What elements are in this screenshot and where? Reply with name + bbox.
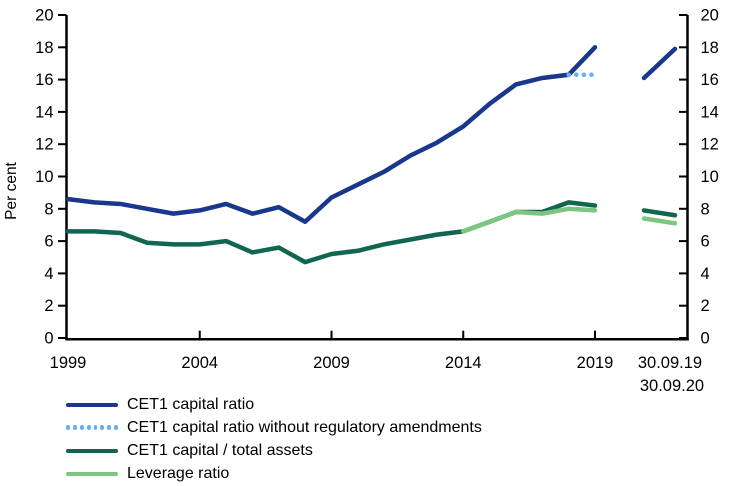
- y-tick-label-right: 0: [701, 330, 710, 348]
- y-tick-label-left: 20: [35, 7, 53, 25]
- y-tick-label-left: 2: [44, 297, 53, 315]
- y-ticks: [58, 14, 688, 339]
- legend-swatch: [66, 448, 118, 453]
- y-tick-label-left: 4: [44, 265, 53, 283]
- x-tick-label: 2009: [313, 354, 350, 372]
- legend-item-label: CET1 capital ratio: [127, 395, 255, 413]
- series-extra-segment-2: [641, 208, 678, 218]
- legend-item-label: CET1 capital ratio without regulatory am…: [127, 418, 482, 436]
- legend-dot: [66, 425, 70, 430]
- y-tick-label-right: 8: [701, 200, 710, 218]
- y-tick-label-right: 10: [701, 168, 719, 186]
- x-tick-label: 2019: [577, 354, 614, 372]
- x-tick-label: 1999: [50, 354, 87, 372]
- y-tick-label-left: 14: [35, 103, 53, 121]
- legend-dot: [100, 425, 105, 430]
- y-tick-labels: 0 0 2 2 4 4 6 6 8 8 10 10 12 12 14 14 16 16 18 18 20 20: [35, 7, 719, 348]
- legend-dot: [93, 425, 98, 430]
- y-tick-label-right: 20: [701, 7, 719, 25]
- series-extra-segment-3: [641, 216, 678, 226]
- y-tick-label-left: 0: [44, 330, 53, 348]
- x-extra-label: 30.09.19: [638, 354, 702, 372]
- legend-item: CET1 capital ratio without regulatory am…: [66, 416, 482, 439]
- legend-dot: [72, 425, 77, 430]
- y-tick-label-right: 16: [701, 71, 719, 89]
- legend-dot: [86, 425, 91, 430]
- x-tick-labels: 1999 2004 2009 2014 2019 30.09.19 30.09.20: [50, 354, 704, 395]
- legend-dot: [114, 425, 118, 430]
- legend-dot: [107, 425, 112, 430]
- y-tick-label-left: 10: [35, 168, 53, 186]
- legend-item: Leverage ratio: [66, 462, 482, 485]
- legend-item-label: Leverage ratio: [127, 464, 230, 482]
- x-ticks: [198, 330, 596, 339]
- legend-swatch: [66, 402, 118, 407]
- y-tick-label-left: 12: [35, 136, 53, 154]
- y-axis-title: Per cent: [3, 162, 20, 220]
- y-tick-label-right: 14: [701, 103, 719, 121]
- series-line-0: [65, 45, 598, 224]
- y-tick-label-right: 2: [701, 297, 710, 315]
- legend-swatch: [66, 471, 118, 476]
- y-tick-label-right: 18: [701, 39, 719, 57]
- legend-item: CET1 capital ratio: [66, 393, 482, 416]
- y-tick-label-right: 4: [701, 265, 710, 283]
- legend: CET1 capital ratio CET1 capital ratio wit…: [66, 393, 482, 485]
- legend-item-label: CET1 capital / total assets: [127, 441, 313, 459]
- x-tick-label: 2014: [445, 354, 482, 372]
- y-tick-label-left: 16: [35, 71, 53, 89]
- series-line-3: [461, 206, 598, 234]
- legend-item: CET1 capital / total assets: [66, 439, 482, 462]
- legend-swatch-dotted: [66, 425, 118, 430]
- y-tick-label-left: 18: [35, 39, 53, 57]
- axes: [65, 15, 689, 341]
- x-extra-label: 30.09.20: [640, 377, 704, 395]
- y-tick-label-right: 6: [701, 233, 710, 251]
- y-tick-label-left: 8: [44, 200, 53, 218]
- y-tick-label-left: 6: [44, 233, 53, 251]
- x-tick-label: 2004: [181, 354, 218, 372]
- series-extra-segment-0: [641, 46, 678, 81]
- y-tick-label-right: 12: [701, 136, 719, 154]
- legend-dot: [79, 425, 84, 430]
